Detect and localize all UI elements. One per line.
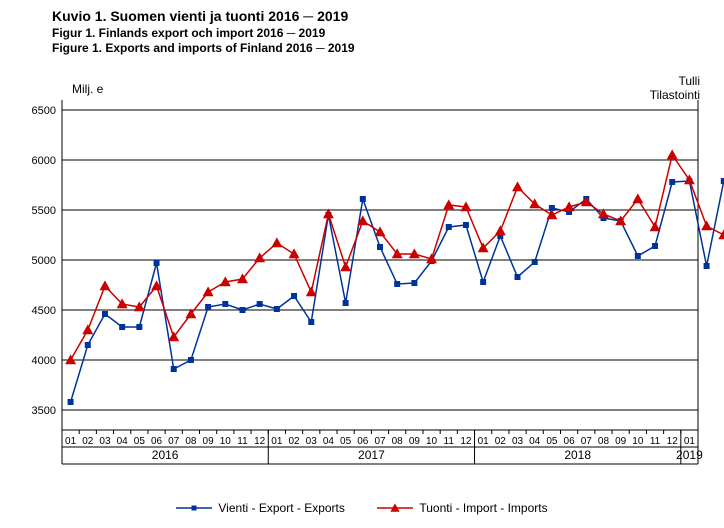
svg-text:04: 04	[529, 436, 541, 447]
svg-text:12: 12	[254, 436, 266, 447]
svg-text:6500: 6500	[32, 105, 56, 117]
chart-svg: 3500 4000 4500 5000 5500 6000 6500 01 02 03 04 05 06…	[0, 0, 724, 528]
svg-text:6000: 6000	[32, 155, 56, 167]
svg-text:2017: 2017	[358, 448, 385, 462]
svg-text:4500: 4500	[32, 305, 56, 317]
svg-text:01: 01	[65, 436, 77, 447]
svg-text:07: 07	[168, 436, 180, 447]
svg-text:05: 05	[546, 436, 558, 447]
svg-text:05: 05	[340, 436, 352, 447]
svg-text:3500: 3500	[32, 405, 56, 417]
svg-text:01: 01	[684, 436, 696, 447]
svg-text:10: 10	[632, 436, 644, 447]
chart-container: Kuvio 1. Suomen vienti ja tuonti 2016 ─ …	[0, 0, 724, 528]
svg-text:10: 10	[426, 436, 438, 447]
svg-text:09: 09	[203, 436, 215, 447]
svg-text:03: 03	[306, 436, 318, 447]
svg-text:09: 09	[409, 436, 421, 447]
legend-swatch-imports	[377, 501, 413, 515]
svg-text:05: 05	[134, 436, 146, 447]
svg-text:2018: 2018	[564, 448, 591, 462]
svg-text:5500: 5500	[32, 205, 56, 217]
legend: Vienti - Export - Exports Tuonti - Impor…	[0, 501, 724, 520]
svg-text:02: 02	[495, 436, 507, 447]
svg-text:04: 04	[117, 436, 129, 447]
svg-text:03: 03	[99, 436, 111, 447]
svg-text:4000: 4000	[32, 355, 56, 367]
svg-text:2019: 2019	[676, 448, 703, 462]
legend-label-exports: Vienti - Export - Exports	[218, 501, 345, 515]
svg-text:02: 02	[82, 436, 94, 447]
svg-text:2016: 2016	[152, 448, 179, 462]
svg-text:07: 07	[374, 436, 386, 447]
legend-label-imports: Tuonti - Import - Imports	[419, 501, 547, 515]
legend-item-exports: Vienti - Export - Exports	[176, 501, 345, 515]
svg-text:11: 11	[237, 436, 248, 447]
svg-text:08: 08	[392, 436, 404, 447]
legend-item-imports: Tuonti - Import - Imports	[377, 501, 547, 515]
legend-swatch-exports	[176, 501, 212, 515]
svg-text:01: 01	[271, 436, 283, 447]
svg-text:03: 03	[512, 436, 524, 447]
svg-text:08: 08	[598, 436, 610, 447]
svg-text:09: 09	[615, 436, 627, 447]
svg-text:02: 02	[288, 436, 300, 447]
svg-text:11: 11	[444, 436, 455, 447]
svg-text:08: 08	[185, 436, 197, 447]
svg-text:11: 11	[650, 436, 661, 447]
svg-text:06: 06	[564, 436, 576, 447]
svg-text:01: 01	[478, 436, 490, 447]
svg-text:06: 06	[151, 436, 163, 447]
svg-text:5000: 5000	[32, 255, 56, 267]
svg-text:12: 12	[667, 436, 679, 447]
svg-text:07: 07	[581, 436, 593, 447]
svg-text:04: 04	[323, 436, 335, 447]
svg-text:06: 06	[357, 436, 369, 447]
svg-text:10: 10	[220, 436, 232, 447]
svg-text:12: 12	[460, 436, 472, 447]
